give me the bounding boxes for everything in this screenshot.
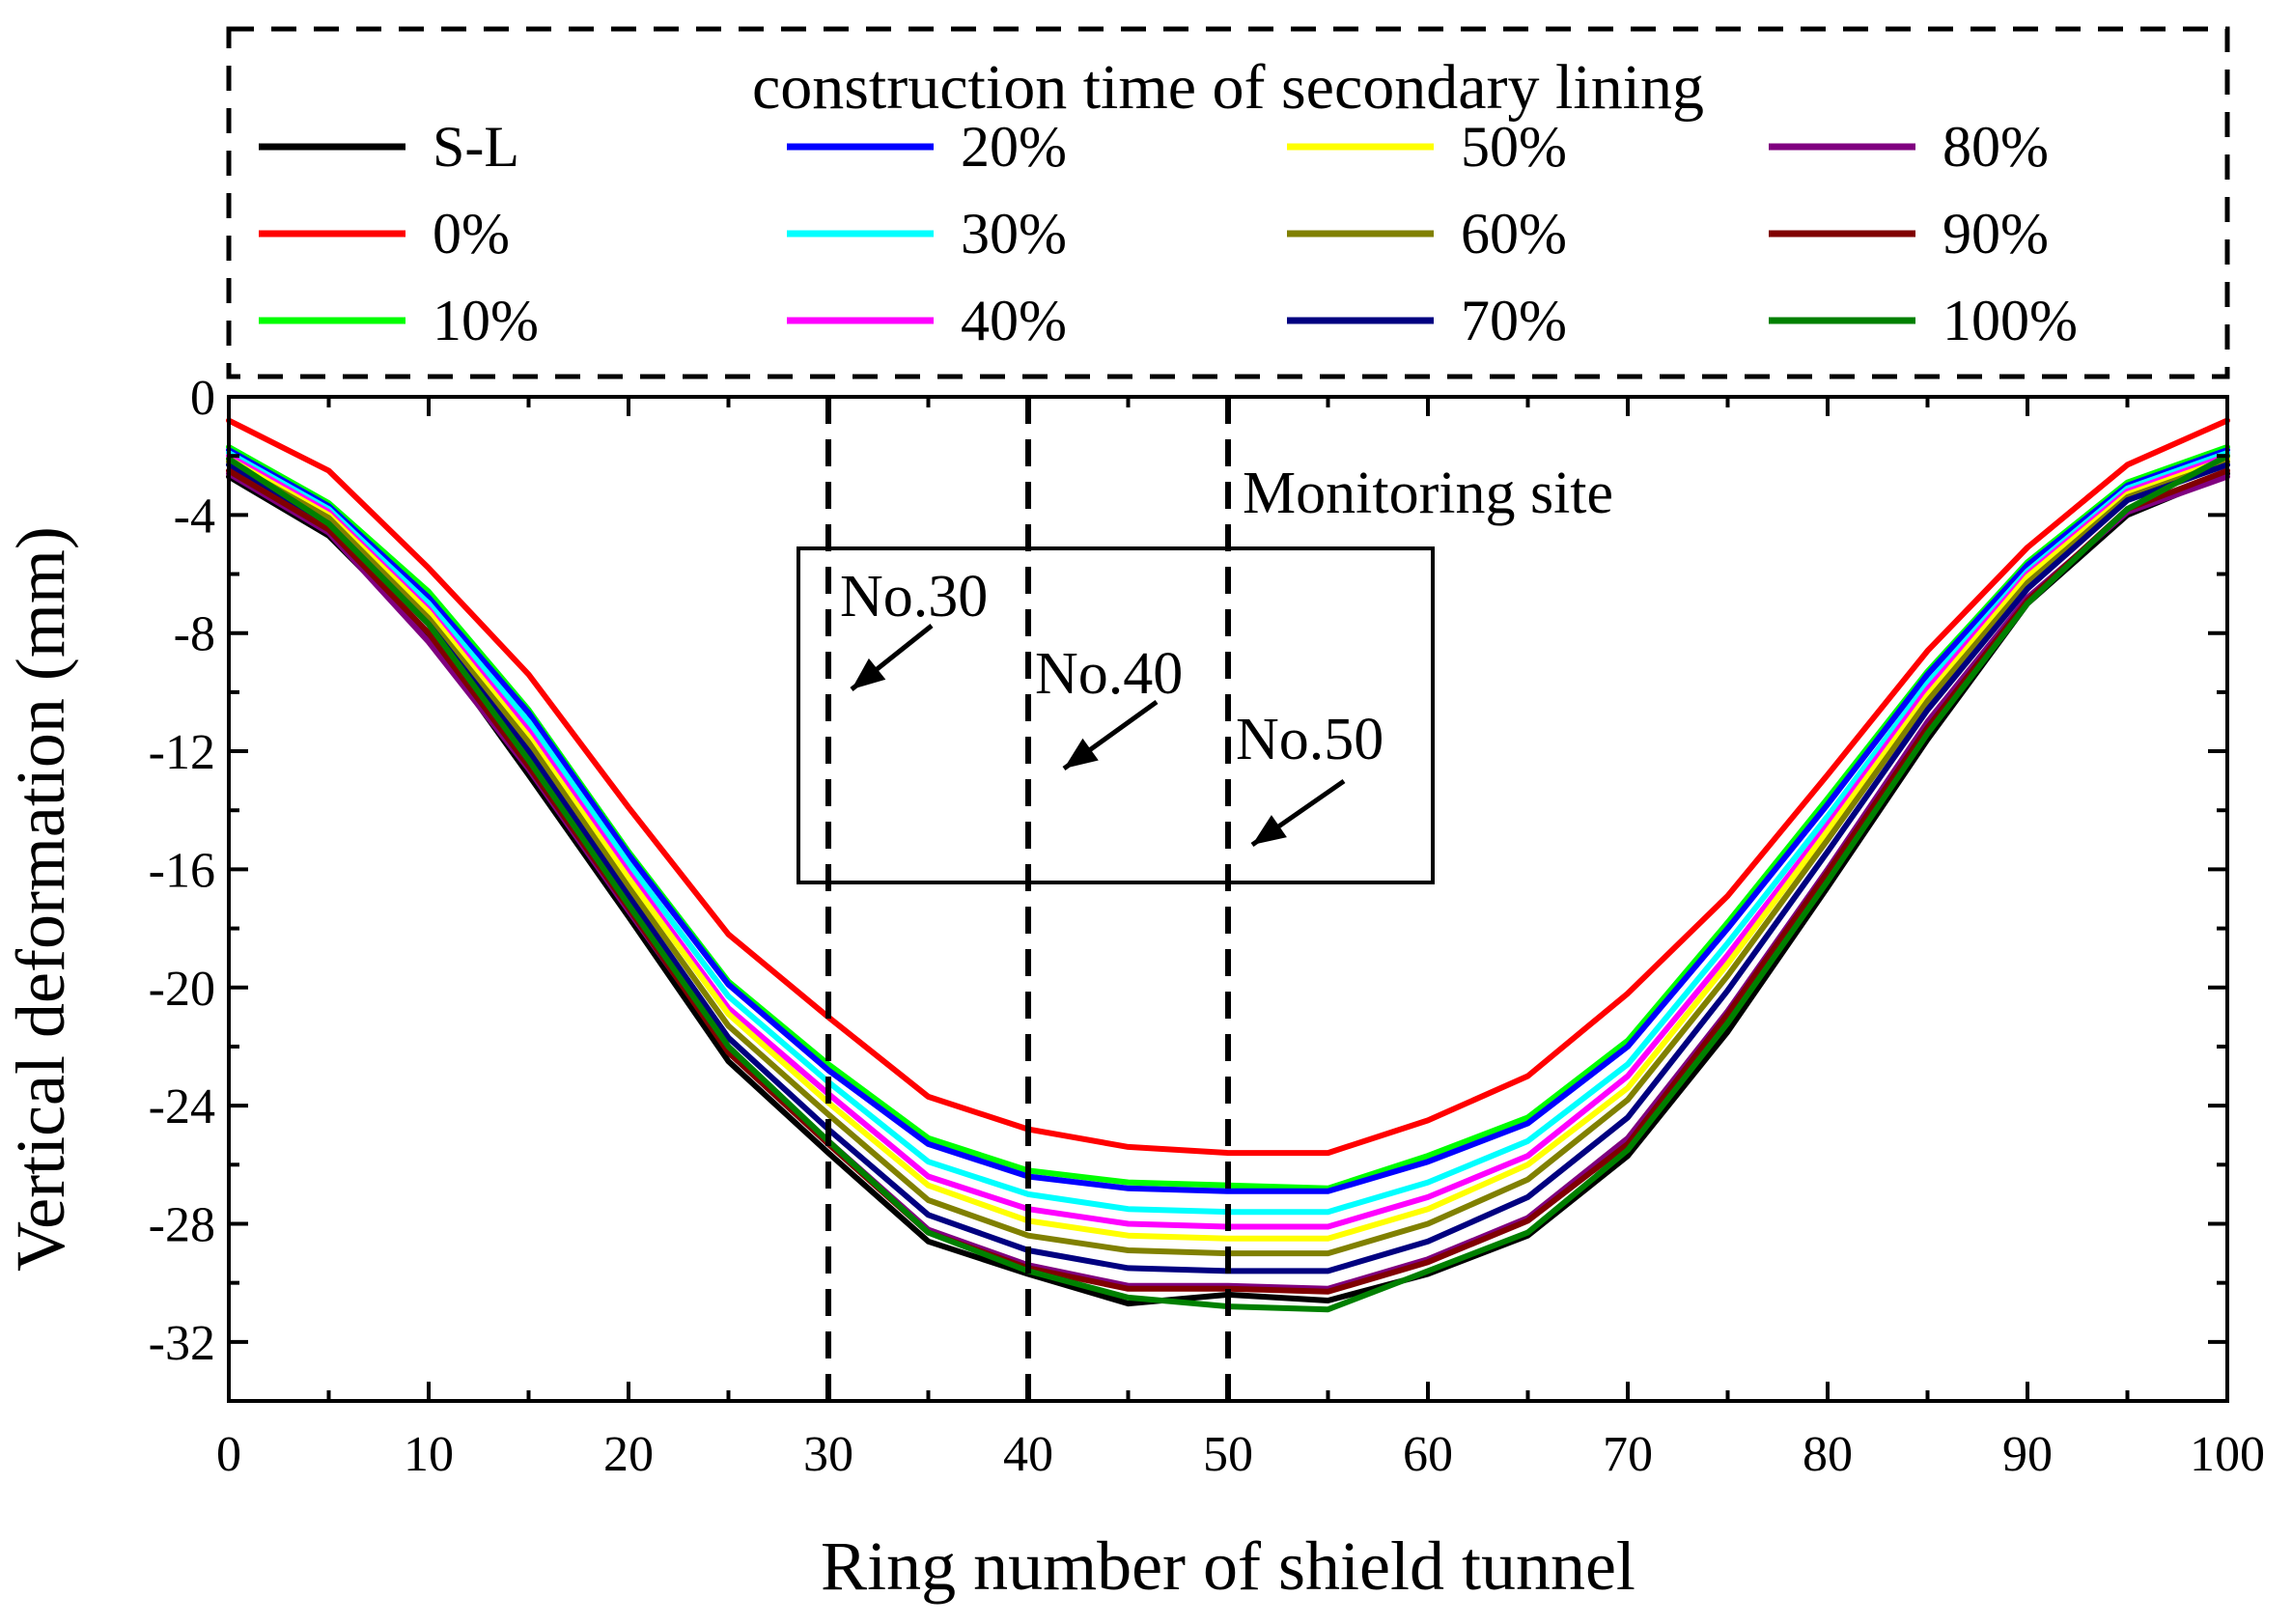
legend-label-5: 30% (961, 202, 1067, 266)
y-tick-label-0: 0 (190, 371, 215, 426)
x-tick-label-0: 0 (216, 1427, 241, 1482)
y-tick-label-6: -24 (149, 1079, 215, 1134)
legend-title: construction time of secondary lining (752, 52, 1704, 123)
y-tick-label-3: -12 (149, 725, 215, 780)
legend-label-3: 10% (433, 289, 539, 352)
legend-label-7: 50% (1461, 115, 1567, 179)
legend-label-6: 40% (961, 289, 1067, 352)
series-line-4 (226, 447, 2230, 1194)
x-tick-label-80: 80 (1803, 1427, 1853, 1482)
series-line-2 (226, 417, 2230, 1157)
y-axis-label: Vertical deformation (mm) (2, 526, 79, 1272)
legend-label-12: 100% (1943, 289, 2078, 352)
y-tick-label-2: -8 (174, 607, 215, 662)
y-tick-label-7: -28 (149, 1197, 215, 1252)
legend-label-8: 60% (1461, 202, 1567, 266)
legend-label-9: 70% (1461, 289, 1567, 352)
y-tick-label-5: -20 (149, 962, 215, 1017)
x-tick-label-20: 20 (603, 1427, 654, 1482)
annotation-box (797, 546, 1435, 884)
annotation-label-3: No.50 (1236, 707, 1384, 772)
x-tick-label-40: 40 (1003, 1427, 1053, 1482)
monitoring-title: Monitoring site (1243, 461, 1613, 526)
legend-items: S-L 0% 10% 20% 30% 40% 50% 60% 70% 80% 90% 100% (259, 115, 2078, 352)
x-tick-label-70: 70 (1603, 1427, 1653, 1482)
legend-label-10: 80% (1943, 115, 2049, 179)
annotation-arrow-head-2 (1064, 738, 1099, 769)
x-tick-label-50: 50 (1203, 1427, 1253, 1482)
x-tick-label-100: 100 (2190, 1427, 2265, 1482)
y-tick-label-8: -32 (149, 1316, 215, 1371)
x-axis-label: Ring number of shield tunnel (821, 1527, 1635, 1605)
y-tick-label-4: -16 (149, 843, 215, 898)
legend-frame (226, 26, 2230, 379)
legend-label-4: 20% (961, 115, 1067, 179)
x-tick-label-60: 60 (1403, 1427, 1453, 1482)
x-tick-label-90: 90 (2002, 1427, 2053, 1482)
x-axis: 0 10 20 30 40 50 60 70 80 90 100 (216, 397, 2265, 1482)
x-tick-label-30: 30 (803, 1427, 853, 1482)
annotation-label-1: No.30 (840, 564, 988, 630)
x-tick-label-10: 10 (404, 1427, 454, 1482)
y-axis: 0 -4 -8 -12 -16 -20 -24 -28 -32 (149, 371, 2227, 1371)
plot-area: Monitoring site No.30 No.40 No.50 0 10 20 30 4… (149, 371, 2265, 1482)
series-line-7 (226, 456, 2230, 1242)
y-tick-label-1: -4 (174, 489, 215, 544)
annotation-arrow-head-1 (852, 658, 886, 689)
annotation-labels: No.30 No.40 No.50 (840, 564, 1384, 848)
legend-label-11: 90% (1943, 202, 2049, 266)
legend-label-1: S-L (433, 115, 519, 179)
annotation-arrow-head-3 (1252, 815, 1287, 845)
legend-label-2: 0% (433, 202, 510, 266)
annotation-label-2: No.40 (1035, 641, 1183, 707)
